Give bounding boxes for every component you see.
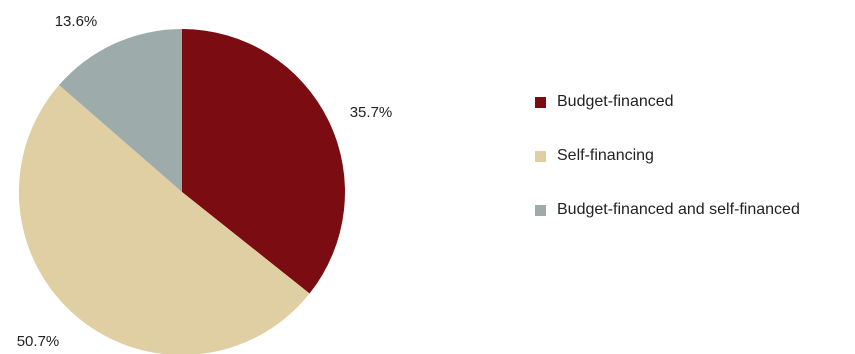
legend-item-self-financing: Self-financing — [535, 146, 800, 166]
slice-self-financing — [18, 84, 310, 354]
pie-data-labels: 35.7% 50.7% 13.6% — [17, 13, 393, 350]
pie-slices — [18, 29, 345, 354]
legend-item-budget-and-self-financed: Budget-financed and self-financed — [535, 200, 800, 220]
legend-label-budget-and-self-financed: Budget-financed and self-financed — [557, 201, 800, 218]
legend-label-self-financing: Self-financing — [557, 147, 654, 164]
slice-budget-and-self-financed — [59, 29, 183, 192]
legend-item-budget-financed: Budget-financed — [535, 92, 800, 112]
legend-label-budget-financed: Budget-financed — [557, 93, 674, 110]
chart-legend: Budget-financed Self-financing Budget-fi… — [535, 92, 800, 254]
legend-swatch-budget-and-self-financed — [535, 204, 546, 216]
legend-swatch-self-financing — [535, 150, 546, 162]
legend-swatch-budget-financed — [535, 96, 546, 108]
data-label-budget-financed: 35.7% — [350, 104, 393, 121]
slice-budget-financed — [182, 29, 345, 294]
data-label-budget-and-self-financed: 13.6% — [55, 13, 98, 30]
data-label-self-financing: 50.7% — [17, 333, 60, 350]
